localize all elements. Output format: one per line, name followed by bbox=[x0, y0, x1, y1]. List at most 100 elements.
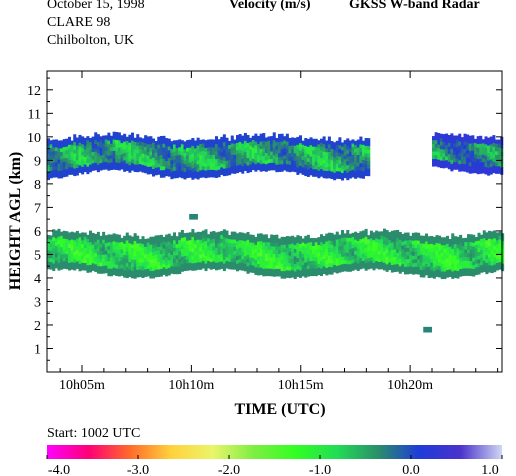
heatmap-cell bbox=[259, 248, 263, 253]
heatmap-cell bbox=[236, 146, 240, 151]
heatmap-cell bbox=[57, 247, 61, 252]
heatmap-cell bbox=[301, 245, 305, 251]
heatmap-cell bbox=[390, 268, 394, 273]
heatmap-cell bbox=[117, 242, 121, 247]
heatmap-cell bbox=[338, 159, 342, 165]
heatmap-cell bbox=[472, 249, 476, 254]
heatmap-cell bbox=[364, 259, 368, 264]
heatmap-cell bbox=[246, 250, 250, 255]
heatmap-cell bbox=[196, 141, 200, 146]
heatmap-cell bbox=[81, 243, 85, 248]
heatmap-cell bbox=[141, 160, 145, 166]
heatmap-cell bbox=[236, 150, 240, 155]
heatmap-cell bbox=[301, 151, 305, 157]
heatmap-cell bbox=[306, 146, 310, 151]
heatmap-cell bbox=[228, 159, 232, 164]
heatmap-cell bbox=[215, 151, 219, 156]
heatmap-cell bbox=[102, 161, 106, 167]
heatmap-cell bbox=[288, 273, 292, 279]
heatmap-cell bbox=[212, 234, 216, 239]
heatmap-cell bbox=[275, 145, 279, 150]
heatmap-cell bbox=[341, 245, 345, 250]
heatmap-cell bbox=[149, 244, 153, 249]
heatmap-cell bbox=[94, 233, 98, 239]
heatmap-cell bbox=[217, 161, 221, 166]
heatmap-cell bbox=[99, 269, 103, 274]
heatmap-cell bbox=[236, 233, 240, 238]
heatmap-cell bbox=[301, 166, 305, 172]
heatmap-cell bbox=[47, 145, 51, 150]
heatmap-cell bbox=[343, 237, 347, 242]
heatmap-cell bbox=[267, 159, 271, 164]
heatmap-cell bbox=[275, 245, 279, 251]
heatmap-cell bbox=[445, 152, 449, 157]
heatmap-cell bbox=[246, 165, 250, 170]
heatmap-cell bbox=[409, 265, 413, 271]
heatmap-cell bbox=[411, 266, 415, 271]
heatmap-cell bbox=[275, 160, 279, 165]
heatmap-cell bbox=[102, 235, 106, 240]
heatmap-cell bbox=[167, 233, 171, 238]
heatmap-cell bbox=[322, 143, 326, 149]
heatmap-cell bbox=[154, 261, 158, 266]
colorbar: -4.0 -3.0 -2.0 -1.0 0.0 1.0 bbox=[46, 445, 503, 476]
heatmap-cell bbox=[257, 256, 261, 261]
heatmap-cell bbox=[207, 158, 211, 163]
heatmap-cell bbox=[341, 230, 345, 235]
heatmap-cell bbox=[165, 234, 169, 239]
heatmap-cell bbox=[359, 170, 363, 175]
heatmap-cell bbox=[338, 268, 342, 273]
heatmap-cell bbox=[217, 142, 221, 148]
heatmap-cell bbox=[96, 141, 100, 146]
heatmap-cell bbox=[432, 248, 436, 253]
heatmap-cell bbox=[141, 149, 145, 154]
heatmap-cell bbox=[167, 271, 171, 276]
heatmap-cell bbox=[144, 157, 148, 162]
heatmap-cell bbox=[356, 236, 360, 241]
heatmap-cell bbox=[304, 262, 308, 267]
heatmap-cell bbox=[157, 265, 161, 270]
heatmap-cell bbox=[133, 167, 137, 172]
heatmap-cell bbox=[228, 238, 232, 243]
heatmap-cell bbox=[251, 165, 255, 171]
heatmap-cell bbox=[199, 258, 203, 263]
heatmap-cell bbox=[453, 270, 457, 275]
heatmap-cell bbox=[215, 170, 219, 175]
heatmap-cell bbox=[159, 234, 163, 239]
heatmap-cell bbox=[460, 144, 464, 149]
heatmap-cell bbox=[288, 160, 292, 165]
heatmap-cell bbox=[81, 236, 85, 241]
heatmap-cell bbox=[254, 137, 258, 142]
heatmap-cell bbox=[236, 263, 240, 268]
heatmap-cell bbox=[291, 250, 295, 255]
heatmap-cell bbox=[469, 238, 473, 243]
heatmap-cell bbox=[325, 241, 329, 246]
heatmap-cell bbox=[188, 162, 192, 167]
heatmap-cell bbox=[445, 148, 449, 153]
heatmap-cell bbox=[75, 253, 79, 258]
heatmap-cell bbox=[348, 245, 352, 250]
heatmap-cell bbox=[495, 258, 499, 263]
heatmap-cell bbox=[485, 247, 489, 252]
heatmap-cell bbox=[448, 261, 452, 266]
heatmap-cell bbox=[99, 143, 103, 148]
heatmap-cell bbox=[138, 141, 142, 146]
heatmap-cell bbox=[209, 254, 213, 259]
heatmap-cell bbox=[212, 246, 216, 251]
heatmap-cell bbox=[241, 169, 245, 174]
heatmap-cell bbox=[317, 170, 321, 175]
heatmap-cell bbox=[393, 267, 397, 273]
heatmap-cell bbox=[99, 147, 103, 152]
heatmap-cell bbox=[432, 139, 436, 144]
heatmap-cell bbox=[152, 240, 156, 245]
heatmap-cell bbox=[440, 244, 444, 249]
heatmap-cell bbox=[278, 245, 282, 251]
heatmap-cell bbox=[217, 231, 221, 236]
heatmap-cell bbox=[117, 260, 121, 266]
heatmap-cell bbox=[94, 147, 98, 152]
heatmap-cell bbox=[477, 240, 481, 245]
heatmap-cell bbox=[333, 260, 337, 265]
heatmap-cell bbox=[291, 156, 295, 161]
heatmap-cell bbox=[249, 257, 253, 262]
